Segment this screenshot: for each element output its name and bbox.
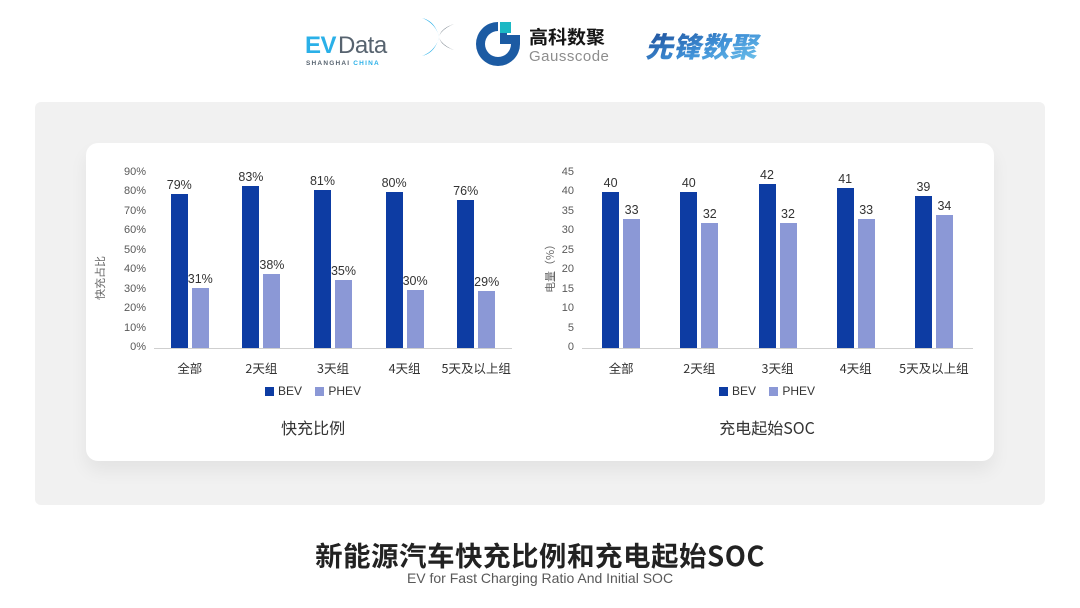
svg-text:EV: EV <box>305 32 337 59</box>
svg-text:Data: Data <box>338 32 388 59</box>
svg-text:高科数聚: 高科数聚 <box>529 23 605 50</box>
svg-text:先锋数聚: 先锋数聚 <box>645 26 762 66</box>
svg-text:Gausscode: Gausscode <box>529 48 609 65</box>
svg-text:SHANGHAI CHINA: SHANGHAI CHINA <box>306 60 380 67</box>
